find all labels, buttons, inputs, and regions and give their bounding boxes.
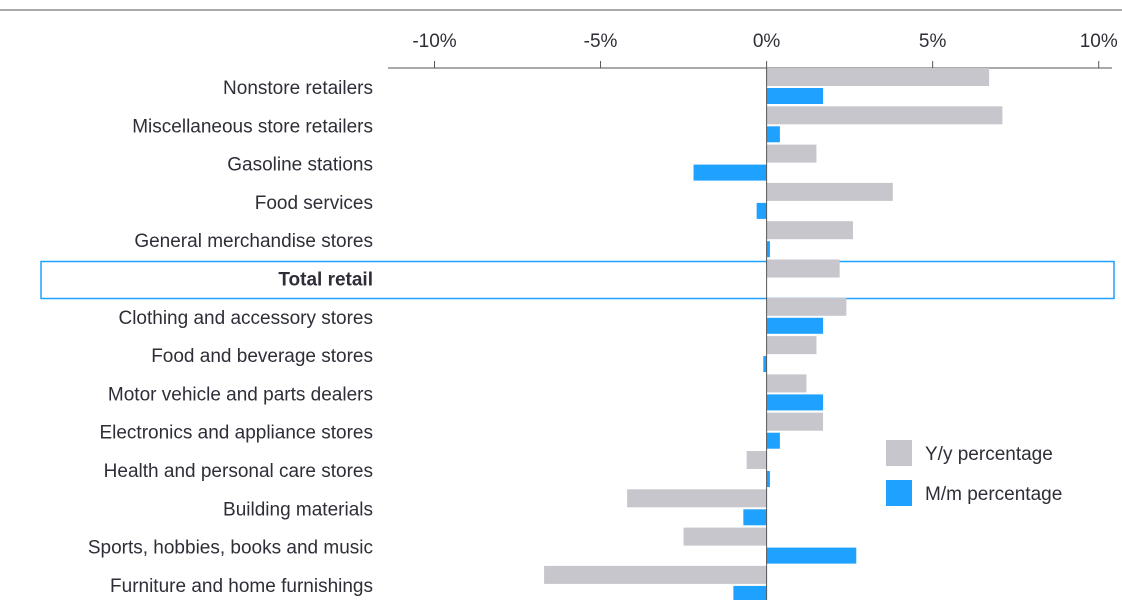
legend-label: M/m percentage (925, 484, 1062, 505)
bar (733, 585, 767, 600)
bar (766, 221, 853, 240)
bar (766, 432, 780, 449)
highlight-box (40, 260, 1115, 300)
bar (544, 565, 767, 584)
bar (766, 182, 893, 201)
x-tick-label: -5% (584, 31, 618, 52)
legend-label: Y/y percentage (925, 444, 1053, 465)
bar (766, 241, 770, 258)
x-tick-label: -10% (412, 31, 456, 52)
category-label: Motor vehicle and parts dealers (108, 384, 373, 405)
x-tick-label: 10% (1080, 31, 1118, 52)
category-label: Miscellaneous store retailers (132, 116, 373, 137)
bar (766, 394, 824, 411)
bar (766, 68, 990, 86)
legend-swatch (886, 440, 912, 466)
category-label: Electronics and appliance stores (99, 423, 373, 444)
bar (766, 126, 780, 143)
category-label: Food and beverage stores (151, 346, 373, 367)
legend-swatch (886, 480, 912, 506)
bar (766, 106, 1003, 125)
bar (743, 509, 767, 526)
category-label: Food services (255, 193, 373, 214)
bar (683, 527, 767, 546)
category-label: Gasoline stations (227, 155, 373, 176)
category-label: Sports, hobbies, books and music (88, 538, 373, 559)
category-label: Total retail (278, 270, 373, 291)
bar (766, 471, 770, 487)
bar (766, 88, 824, 104)
bar (746, 451, 767, 469)
bar (766, 297, 847, 316)
bar (766, 336, 817, 355)
bar (766, 144, 817, 163)
bar (766, 317, 824, 334)
category-label: Health and personal care stores (104, 461, 373, 482)
category-label: Clothing and accessory stores (118, 308, 373, 329)
bar (766, 547, 857, 564)
bar (766, 412, 824, 431)
category-label: Furniture and home furnishings (110, 576, 373, 597)
x-tick-label: 0% (753, 31, 781, 52)
bar (766, 259, 840, 278)
bar (756, 202, 767, 219)
bar (763, 356, 767, 373)
category-label: Building materials (223, 499, 373, 520)
category-label: General merchandise stores (134, 231, 373, 252)
x-tick-label: 5% (919, 31, 947, 52)
category-label: Nonstore retailers (223, 78, 373, 99)
bar (627, 489, 767, 508)
bar (693, 164, 767, 181)
bar (766, 374, 807, 393)
